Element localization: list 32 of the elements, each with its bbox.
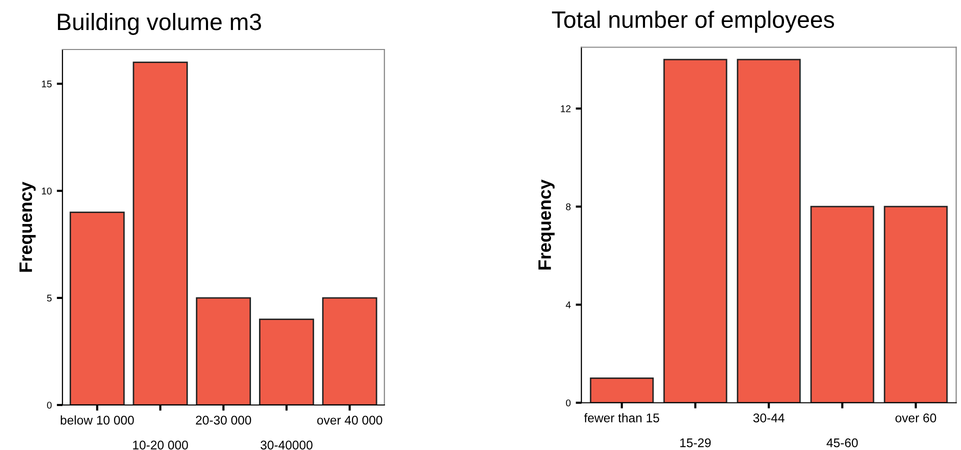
x-tick-label: 15-29 bbox=[680, 438, 711, 448]
bar bbox=[132, 62, 188, 405]
x-tick-label: 10-20 000 bbox=[133, 440, 188, 450]
y-tick-label: 0 bbox=[47, 402, 52, 409]
chart-title: Building volume m3 bbox=[58, 12, 262, 35]
bar bbox=[884, 206, 948, 403]
y-axis-title: Frequency bbox=[538, 179, 555, 270]
x-tick-label: 45-60 bbox=[826, 438, 858, 448]
y-tick-label: 0 bbox=[566, 399, 571, 406]
x-tick-label: 30-44 bbox=[753, 413, 784, 422]
bar bbox=[322, 297, 378, 405]
bar bbox=[196, 297, 251, 405]
y-tick-label: 5 bbox=[47, 294, 52, 302]
x-tick-label: below 10 000 bbox=[60, 415, 134, 425]
bar bbox=[736, 58, 801, 403]
x-tick-label: 20-30 000 bbox=[196, 416, 252, 425]
chart-title: Total number of employees bbox=[552, 10, 834, 33]
y-tick-label: 12 bbox=[560, 105, 570, 112]
bar bbox=[663, 58, 728, 403]
x-tick-label: fewer than 15 bbox=[584, 413, 660, 422]
bar bbox=[810, 206, 874, 403]
x-tick-label: over 60 bbox=[895, 413, 936, 422]
y-axis-title: Frequency bbox=[20, 182, 36, 272]
y-tick-label: 15 bbox=[42, 80, 52, 88]
y-tick-label: 10 bbox=[42, 188, 52, 194]
y-tick-label: 4 bbox=[566, 302, 571, 308]
bar bbox=[70, 212, 125, 405]
bar bbox=[590, 378, 654, 403]
bar bbox=[259, 318, 314, 405]
x-tick-label: 30-40000 bbox=[260, 440, 312, 450]
x-tick-label: over 40 000 bbox=[317, 416, 382, 425]
y-tick-label: 8 bbox=[566, 203, 571, 210]
